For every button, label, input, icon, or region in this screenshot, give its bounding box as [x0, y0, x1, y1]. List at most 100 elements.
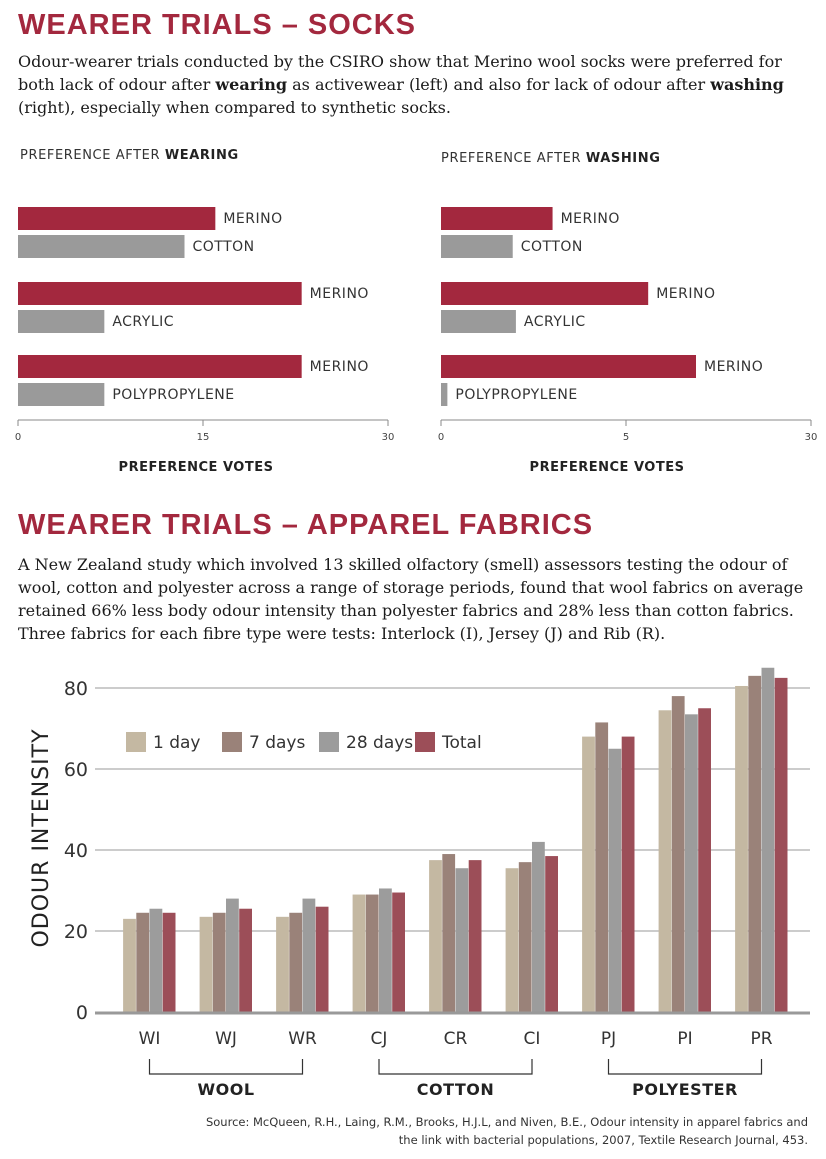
x-tick-label: PR: [750, 1029, 772, 1049]
x-tick-label: 0: [438, 432, 444, 443]
wearing-chart-title: PREFERENCE AFTER WEARING: [20, 148, 239, 163]
y-tick-label: 0: [76, 1002, 88, 1024]
bar-polypropylene: [18, 383, 105, 406]
bar-pr-total: [774, 677, 788, 1012]
bar-acrylic: [441, 310, 516, 333]
x-tick-label: 30: [805, 432, 818, 443]
bar-polypropylene: [441, 383, 448, 406]
group-bracket: [378, 1059, 533, 1075]
x-tick-label: 5: [623, 432, 629, 443]
bar-pr-1-day: [735, 685, 748, 1012]
bar-wr-total: [315, 906, 329, 1012]
sock-preference-charts: MERINO COTTON MERINO ACRYLIC MERINO POLYPROPY…: [15, 207, 818, 475]
x-axis-title: PREFERENCE VOTES: [119, 460, 274, 475]
bar-pi-28-days: [685, 714, 698, 1012]
bar-label: MERINO: [223, 211, 282, 227]
x-axis-title: PREFERENCE VOTES: [530, 460, 685, 475]
bar-label: POLYPROPYLENE: [112, 387, 234, 403]
x-tick-label: WI: [139, 1029, 161, 1049]
bar-label: MERINO: [704, 359, 763, 375]
group-bracket: [148, 1059, 304, 1075]
bar-wi-7-days: [136, 912, 150, 1012]
bar-cj-1-day: [352, 894, 366, 1012]
group-label: POLYESTER: [632, 1080, 738, 1099]
bar-pi-1-day: [658, 710, 672, 1012]
bar-wr-1-day: [276, 916, 289, 1012]
socks-intro: Odour-wearer trials conducted by the CSI…: [18, 52, 784, 117]
x-tick-label: 0: [15, 432, 21, 443]
bar-label: MERINO: [561, 211, 620, 227]
bar-pj-1-day: [582, 736, 595, 1012]
source-citation: Source: McQueen, R.H., Laing, R.M., Broo…: [205, 1115, 808, 1147]
bar-wr-7-days: [289, 912, 303, 1012]
bar-pj-total: [621, 736, 635, 1012]
x-tick-label: 30: [382, 432, 395, 443]
bar-ci-total: [545, 856, 558, 1012]
legend-label: 28 days: [346, 733, 413, 753]
washing-chart-title: PREFERENCE AFTER WASHING: [441, 151, 661, 166]
bar-wj-1-day: [199, 916, 213, 1012]
x-tick-label: 15: [197, 432, 210, 443]
bar-ci-1-day: [505, 868, 519, 1012]
x-tick-label: PJ: [601, 1029, 616, 1049]
odour-intensity-chart: 0 20 40 60 80 ODOUR INTENSITY WI WJ WR CJ CR CI PJ PI…: [29, 667, 810, 1099]
y-tick-label: 20: [64, 921, 88, 943]
x-tick-label: WJ: [215, 1029, 237, 1049]
apparel-heading: WEARER TRIALS – APPAREL FABRICS: [18, 509, 594, 541]
bar-wi-1-day: [123, 918, 136, 1012]
bar-cotton: [441, 235, 513, 258]
bar-ci-7-days: [518, 862, 532, 1012]
bar-pj-7-days: [595, 722, 609, 1012]
bar-merino: [441, 207, 553, 230]
bar-label: MERINO: [310, 286, 369, 302]
bar-cj-7-days: [365, 894, 379, 1012]
bar-label: COTTON: [193, 239, 255, 255]
bar-wi-28-days: [149, 908, 163, 1012]
legend-label: 7 days: [249, 733, 305, 753]
x-tick-label: CI: [524, 1029, 541, 1049]
bar-pj-28-days: [608, 748, 622, 1012]
bar-label: ACRYLIC: [524, 314, 586, 330]
bar-label: ACRYLIC: [112, 314, 174, 330]
bar-pr-28-days: [761, 667, 775, 1012]
y-axis-title: ODOUR INTENSITY: [29, 728, 54, 947]
legend-label: 1 day: [153, 733, 201, 753]
bar-acrylic: [18, 310, 105, 333]
apparel-intro: A New Zealand study which involved 13 sk…: [18, 555, 804, 643]
bar-cj-total: [392, 892, 405, 1012]
y-tick-label: 80: [64, 678, 88, 700]
group-bracket: [607, 1059, 763, 1075]
x-tick-label: CR: [444, 1029, 468, 1049]
bar-merino: [441, 355, 696, 378]
bar-wi-total: [162, 912, 176, 1012]
group-label: COTTON: [417, 1080, 495, 1099]
x-tick-label: PI: [677, 1029, 692, 1049]
bar-merino: [18, 355, 302, 378]
bar-cj-28-days: [379, 888, 392, 1012]
bar-pi-7-days: [671, 696, 685, 1012]
bar-cr-7-days: [442, 854, 456, 1012]
legend-swatch: [415, 732, 435, 752]
bar-cr-1-day: [429, 860, 442, 1012]
y-tick-label: 60: [64, 759, 88, 781]
bar-wj-7-days: [212, 912, 226, 1012]
bar-pr-7-days: [748, 675, 762, 1012]
x-tick-label: CJ: [371, 1029, 388, 1049]
bar-label: MERINO: [656, 286, 715, 302]
bar-merino: [18, 207, 216, 230]
bar-label: POLYPROPYLENE: [455, 387, 577, 403]
legend-label: Total: [441, 733, 482, 753]
bar-cotton: [18, 235, 185, 258]
socks-heading: WEARER TRIALS – SOCKS: [18, 9, 417, 41]
bar-cr-28-days: [455, 868, 469, 1012]
legend-swatch: [222, 732, 242, 752]
bar-cr-total: [468, 860, 482, 1012]
legend-swatch: [126, 732, 146, 752]
bar-wr-28-days: [302, 898, 316, 1012]
bar-ci-28-days: [532, 841, 545, 1012]
bar-label: COTTON: [521, 239, 583, 255]
y-tick-label: 40: [64, 840, 88, 862]
bar-pi-total: [698, 708, 711, 1012]
x-tick-label: WR: [288, 1029, 317, 1049]
bar-wj-total: [239, 908, 252, 1012]
